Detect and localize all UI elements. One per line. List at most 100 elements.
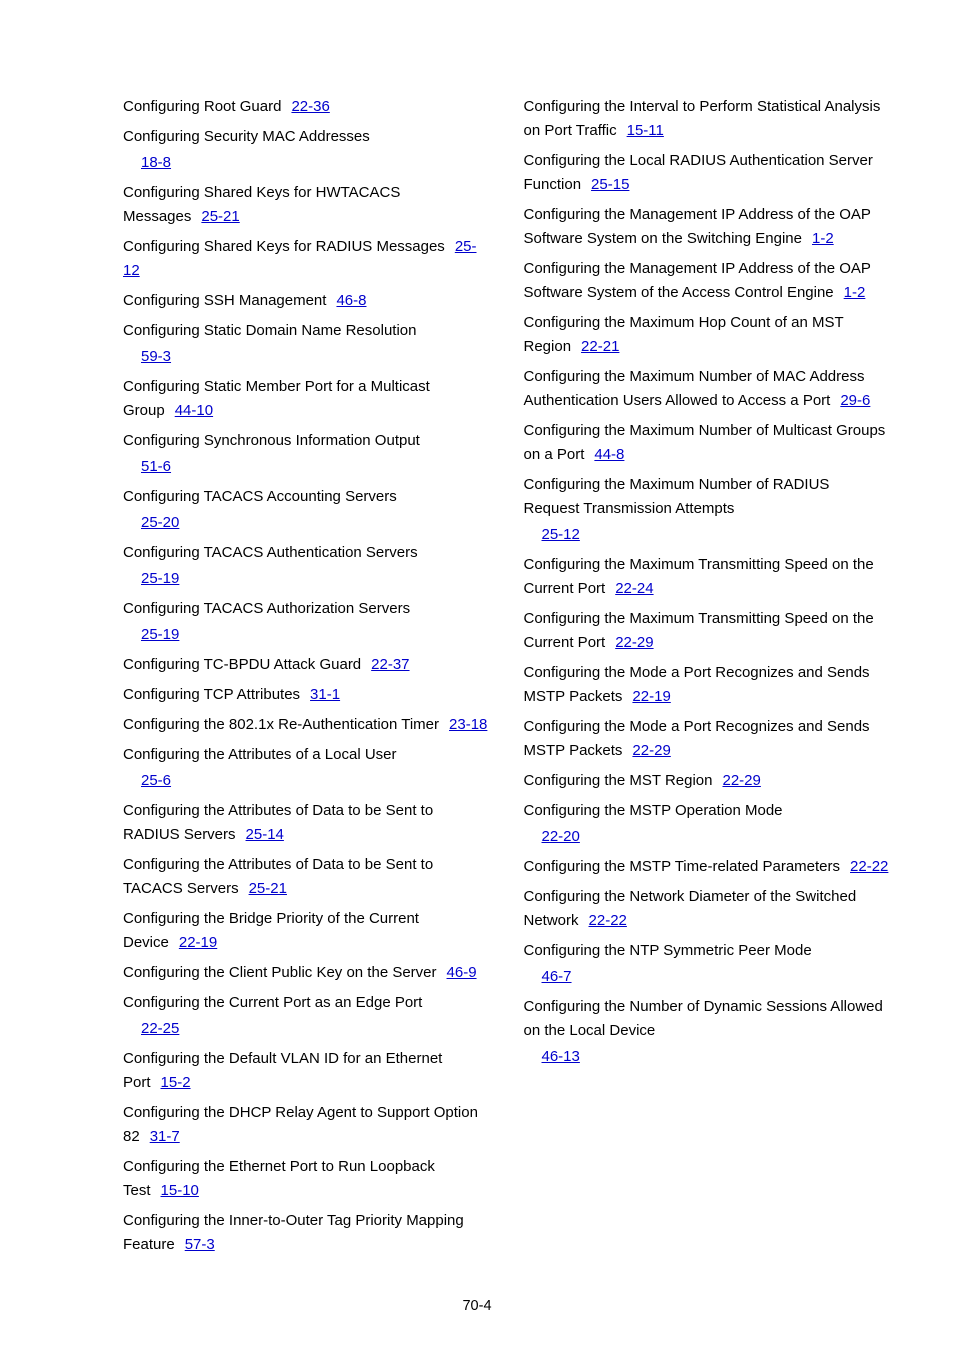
index-entry-ref-link[interactable]: 22-24 xyxy=(615,580,653,597)
index-entry: Configuring the Ethernet Port to Run Loo… xyxy=(123,1155,489,1203)
index-entry: Configuring the Client Public Key on the… xyxy=(123,961,489,985)
index-entry: Configuring the Maximum Number of MAC Ad… xyxy=(524,365,890,413)
index-entry-label: Configuring the Maximum Transmitting Spe… xyxy=(524,610,874,651)
index-entry-label: Configuring the Bridge Priority of the C… xyxy=(123,910,419,951)
index-entry-label: Configuring the 802.1x Re-Authentication… xyxy=(123,716,439,733)
index-entry: Configuring the Mode a Port Recognizes a… xyxy=(524,661,890,709)
index-entry-label: Configuring the MSTP Time-related Parame… xyxy=(524,858,841,875)
index-entry: Configuring TC-BPDU Attack Guard 22-37 xyxy=(123,653,489,677)
index-entry: Configuring the 802.1x Re-Authentication… xyxy=(123,713,489,737)
index-entry-ref-link[interactable]: 18-8 xyxy=(141,151,489,175)
index-entry-ref-link[interactable]: 59-3 xyxy=(141,345,489,369)
index-entry-label: Configuring TACACS Accounting Servers xyxy=(123,488,397,505)
index-entry-ref-link[interactable]: 46-7 xyxy=(542,965,890,989)
index-entry-label: Configuring TC-BPDU Attack Guard xyxy=(123,656,361,673)
index-entry-label: Configuring the Attributes of a Local Us… xyxy=(123,746,397,763)
index-entry-ref-link[interactable]: 29-6 xyxy=(840,392,870,409)
index-entry-label: Configuring the Maximum Transmitting Spe… xyxy=(524,556,874,597)
index-entry-ref-link[interactable]: 25-20 xyxy=(141,511,489,535)
index-entry-ref-link[interactable]: 51-6 xyxy=(141,455,489,479)
index-entry: Configuring Shared Keys for HWTACACS Mes… xyxy=(123,181,489,229)
index-entry-ref-link[interactable]: 25-14 xyxy=(246,826,284,843)
index-entry-label: Configuring Static Member Port for a Mul… xyxy=(123,378,430,419)
index-entry-ref-link[interactable]: 22-29 xyxy=(632,742,670,759)
index-entry: Configuring TCP Attributes 31-1 xyxy=(123,683,489,707)
index-entry-ref-link[interactable]: 25-19 xyxy=(141,567,489,591)
index-entry-label: Configuring the Interval to Perform Stat… xyxy=(524,98,881,139)
index-entry: Configuring the MST Region22-29 xyxy=(524,769,890,793)
index-entry-ref-link[interactable]: 22-21 xyxy=(581,338,619,355)
index-entry-ref-link[interactable]: 31-1 xyxy=(310,686,340,703)
index-entry-label: Configuring Shared Keys for RADIUS Messa… xyxy=(123,238,445,255)
index-entry: Configuring Security MAC Addresses18-8 xyxy=(123,125,489,175)
index-entry: Configuring the Management IP Address of… xyxy=(524,203,890,251)
index-entry: Configuring Synchronous Information Outp… xyxy=(123,429,489,479)
index-entry-ref-link[interactable]: 15-10 xyxy=(161,1182,199,1199)
index-entry-ref-link[interactable]: 44-8 xyxy=(594,446,624,463)
index-entry: Configuring the Attributes of Data to be… xyxy=(123,799,489,847)
index-entry-ref-link[interactable]: 22-22 xyxy=(589,912,627,929)
index-entry: Configuring the Attributes of a Local Us… xyxy=(123,743,489,793)
index-entry-ref-link[interactable]: 44-10 xyxy=(175,402,213,419)
index-entry-ref-link[interactable]: 1-2 xyxy=(844,284,866,301)
index-entry-ref-link[interactable]: 22-37 xyxy=(371,656,409,673)
index-entry-label: Configuring the Management IP Address of… xyxy=(524,260,871,301)
index-entry-ref-link[interactable]: 46-9 xyxy=(447,964,477,981)
index-entry-ref-link[interactable]: 22-25 xyxy=(141,1017,489,1041)
index-entry-ref-link[interactable]: 31-7 xyxy=(150,1128,180,1145)
page-number: 70-4 xyxy=(0,1298,954,1314)
index-entry: Configuring the Maximum Hop Count of an … xyxy=(524,311,890,359)
index-entry: Configuring the MSTP Operation Mode22-20 xyxy=(524,799,890,849)
index-entry-label: Configuring TACACS Authentication Server… xyxy=(123,544,418,561)
index-entry-ref-link[interactable]: 25-21 xyxy=(249,880,287,897)
index-entry-ref-link[interactable]: 25-15 xyxy=(591,176,629,193)
index-entry-label: Configuring the Number of Dynamic Sessio… xyxy=(524,998,883,1039)
index-entry: Configuring SSH Management46-8 xyxy=(123,289,489,313)
index-entry: Configuring the MSTP Time-related Parame… xyxy=(524,855,890,879)
index-entry-ref-link[interactable]: 25-19 xyxy=(141,623,489,647)
index-entry-ref-link[interactable]: 1-2 xyxy=(812,230,834,247)
index-entry: Configuring TACACS Accounting Servers 25-… xyxy=(123,485,489,535)
index-entry: Configuring the Attributes of Data to be… xyxy=(123,853,489,901)
index-entry-ref-link[interactable]: 23-18 xyxy=(449,716,487,733)
index-entry-ref-link[interactable]: 25-12 xyxy=(542,523,890,547)
index-entry-ref-link[interactable]: 15-11 xyxy=(627,122,664,139)
index-entry-ref-link[interactable]: 15-2 xyxy=(161,1074,191,1091)
index-entries: Configuring Root Guard22-36Configuring S… xyxy=(123,95,889,1280)
index-entry-ref-link[interactable]: 22-19 xyxy=(179,934,217,951)
index-entry-label: Configuring the Maximum Number of Multic… xyxy=(524,422,886,463)
index-entry: Configuring the Maximum Transmitting Spe… xyxy=(524,607,890,655)
index-entry: Configuring the Number of Dynamic Sessio… xyxy=(524,995,890,1069)
index-entry-label: Configuring the NTP Symmetric Peer Mode xyxy=(524,942,812,959)
index-entry: Configuring the Maximum Number of RADIUS… xyxy=(524,473,890,547)
index-entry-label: Configuring TACACS Authorization Servers xyxy=(123,600,410,617)
index-entry-ref-link[interactable]: 46-13 xyxy=(542,1045,890,1069)
index-entry-ref-link[interactable]: 57-3 xyxy=(185,1236,215,1253)
index-entry-label: Configuring the Maximum Number of RADIUS… xyxy=(524,476,830,517)
index-entry-ref-link[interactable]: 22-29 xyxy=(723,772,761,789)
index-entry-ref-link[interactable]: 22-19 xyxy=(632,688,670,705)
index-entry-ref-link[interactable]: 22-22 xyxy=(850,858,888,875)
index-entry: Configuring the NTP Symmetric Peer Mode 4… xyxy=(524,939,890,989)
index-entry: Configuring Static Member Port for a Mul… xyxy=(123,375,489,423)
index-entry-ref-link[interactable]: 25-21 xyxy=(201,208,239,225)
index-entry-label: Configuring the Current Port as an Edge … xyxy=(123,994,422,1011)
index-entry: Configuring the Local RADIUS Authenticat… xyxy=(524,149,890,197)
index-entry-label: Configuring Static Domain Name Resolutio… xyxy=(123,322,416,339)
index-entry-ref-link[interactable]: 25-6 xyxy=(141,769,489,793)
index-entry-label: Configuring Synchronous Information Outp… xyxy=(123,432,420,449)
index-entry: Configuring the Maximum Transmitting Spe… xyxy=(524,553,890,601)
index-entry-label: Configuring the Mode a Port Recognizes a… xyxy=(524,664,870,705)
index-entry-ref-link[interactable]: 22-20 xyxy=(542,825,890,849)
index-entry: Configuring the Interval to Perform Stat… xyxy=(524,95,890,143)
index-entry-label: Configuring TCP Attributes xyxy=(123,686,300,703)
index-entry: Configuring the Current Port as an Edge … xyxy=(123,991,489,1041)
index-entry: Configuring Static Domain Name Resolutio… xyxy=(123,319,489,369)
index-entry: Configuring the Maximum Number of Multic… xyxy=(524,419,890,467)
index-entry-label: Configuring the Inner-to-Outer Tag Prior… xyxy=(123,1212,464,1253)
index-entry-label: Configuring the Mode a Port Recognizes a… xyxy=(524,718,870,759)
index-entry: Configuring Shared Keys for RADIUS Messa… xyxy=(123,235,489,283)
index-entry-ref-link[interactable]: 22-36 xyxy=(291,98,329,115)
index-entry-ref-link[interactable]: 46-8 xyxy=(336,292,366,309)
index-entry-ref-link[interactable]: 22-29 xyxy=(615,634,653,651)
